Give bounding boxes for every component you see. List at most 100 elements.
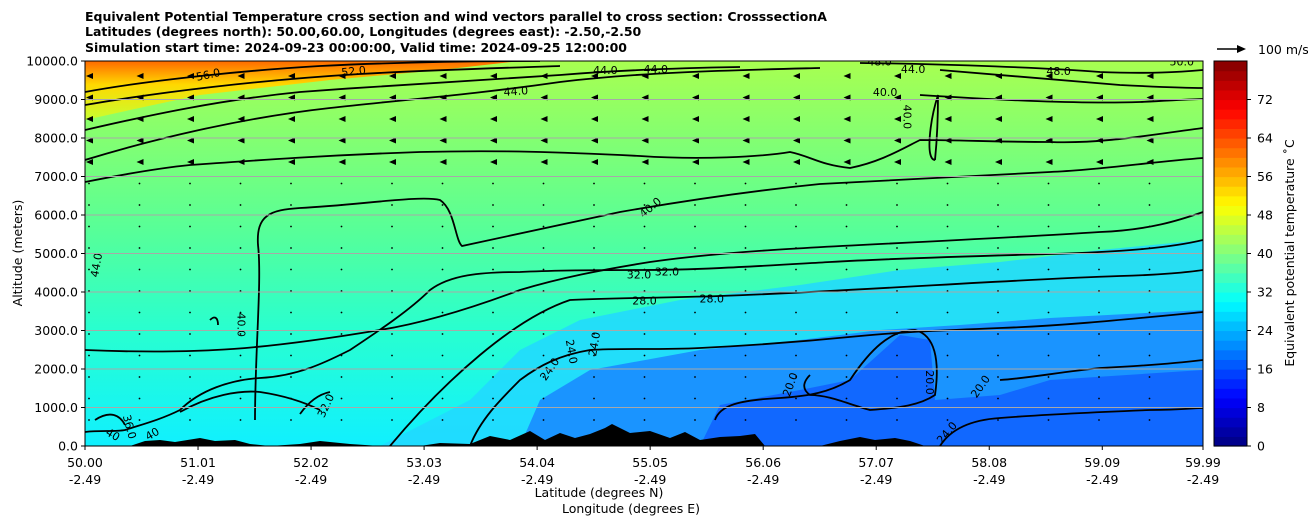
wind-vector-243: [88, 311, 90, 314]
wind-vector-294: [441, 354, 444, 357]
wind-vector-283: [997, 333, 999, 335]
wind-vector-362: [542, 419, 545, 421]
wind-vector-86: [1045, 137, 1053, 144]
wind-vector-176: [1148, 225, 1151, 228]
wind-vector-61: [894, 116, 901, 122]
contour-label-5: 48.0: [867, 55, 892, 68]
wind-vector-172: [946, 225, 949, 228]
wind-vector-90: [136, 159, 144, 165]
colorbar-band-16: [1214, 282, 1247, 293]
wind-vector-113: [189, 182, 191, 185]
wind-vector-112: [138, 182, 141, 185]
wind-vector-347: [896, 397, 898, 400]
contour-label-0: 56.0: [195, 66, 222, 84]
colorbar-tick-label-7: 56: [1257, 169, 1273, 184]
wind-vector-16: [843, 73, 851, 79]
wind-vector-304: [946, 354, 949, 357]
wind-vector-126: [845, 182, 848, 185]
wind-vector-168: [744, 225, 747, 228]
wind-vector-165: [593, 225, 595, 228]
colorbar-band-13: [1214, 311, 1247, 322]
colorbar-band-19: [1214, 253, 1247, 264]
wind-vector-189: [694, 247, 696, 249]
wind-vector-220: [1148, 268, 1151, 271]
wind-vector-95: [389, 159, 396, 165]
wind-vector-215: [896, 268, 898, 271]
wind-vector-298: [643, 354, 646, 357]
wind-vector-200: [138, 268, 141, 271]
wind-vector-174: [1047, 225, 1050, 228]
wind-vector-281: [896, 333, 898, 335]
wind-vector-354: [138, 419, 141, 421]
wind-vector-74: [439, 137, 447, 144]
wind-vector-119: [492, 182, 494, 185]
wind-vector-359: [391, 419, 393, 421]
wind-vector-302: [845, 354, 848, 357]
wind-vector-101: [692, 159, 699, 165]
contour-line-32c: [179, 390, 321, 413]
wind-vector-3: [187, 73, 194, 79]
wind-vector-345: [795, 397, 797, 400]
wind-vector-21: [1096, 73, 1103, 79]
colorbar-band-26: [1214, 186, 1247, 197]
colorbar-band-11: [1214, 330, 1247, 341]
wind-vector-199: [88, 268, 90, 271]
wind-vector-238: [946, 290, 949, 292]
x-tick-label-lon-2: -2.49: [295, 472, 327, 487]
plot-area: 56.0 52.0 44.0 44.0 44.0 48.0 44.0 48.0 50.0 40.0…: [85, 55, 1203, 446]
colorbar-band-2: [1214, 417, 1247, 428]
wind-vector-54: [540, 116, 548, 122]
wind-vector-11: [591, 73, 598, 79]
wind-vector-351: [1098, 397, 1100, 400]
colorbar-band-0: [1214, 436, 1247, 447]
contour-line-24: [469, 311, 1203, 446]
contour-label-22: 20.0: [923, 370, 936, 395]
wind-vector-183: [391, 247, 393, 249]
contour-label-19: 24.0: [563, 339, 580, 365]
contour-label-4: 44.0: [503, 84, 528, 99]
contour-line-20: [714, 329, 938, 421]
x-tick-label-lat-3: 53.03: [406, 455, 442, 470]
x-tick-label-lon-7: -2.49: [860, 472, 892, 487]
colorbar-band-31: [1214, 138, 1247, 149]
wind-vector-225: [290, 290, 292, 292]
colorbar-band-4: [1214, 397, 1247, 409]
colorbar-band-10: [1214, 340, 1247, 351]
wind-vector-288: [138, 354, 141, 357]
x-tick-label-lon-5: -2.49: [634, 472, 666, 487]
colorbar-band-8: [1214, 359, 1247, 370]
wind-vector-48: [237, 116, 245, 122]
wind-vector-109: [1096, 159, 1103, 165]
wind-vector-229: [492, 290, 494, 292]
x-tick-label-lat-4: 54.04: [519, 455, 555, 470]
wind-vector-131: [1098, 182, 1100, 185]
wind-vector-137: [290, 204, 292, 206]
contour-label-16: 28.0: [632, 294, 657, 307]
quiver-key-label: 100 m/s: [1258, 42, 1308, 57]
colorbar-band-27: [1214, 176, 1247, 187]
wind-vector-208: [542, 268, 545, 271]
wind-vector-122: [643, 182, 646, 185]
colorbar-band-30: [1214, 147, 1247, 158]
wind-vector-127: [896, 182, 898, 185]
wind-vector-56: [641, 116, 649, 122]
wind-vector-282: [946, 333, 949, 335]
wind-vector-149: [896, 204, 898, 206]
wind-vector-344: [744, 397, 747, 400]
wind-vector-124: [744, 182, 747, 185]
wind-vector-116: [340, 182, 343, 185]
colorbar-band-39: [1214, 61, 1247, 72]
colorbar-band-25: [1214, 195, 1247, 206]
wind-vector-319: [593, 376, 595, 378]
wind-vector-336: [340, 397, 343, 400]
wind-vector-104: [843, 159, 851, 165]
wind-vector-257: [795, 311, 797, 314]
wind-vector-121: [593, 182, 595, 185]
wind-vector-308: [1148, 354, 1151, 357]
wind-vector-7: [389, 73, 396, 79]
wind-vector-356: [239, 419, 242, 421]
colorbar-band-14: [1214, 301, 1247, 312]
wind-vector-291: [290, 354, 292, 357]
wind-vector-255: [694, 311, 696, 314]
wind-vector-314: [340, 376, 343, 378]
